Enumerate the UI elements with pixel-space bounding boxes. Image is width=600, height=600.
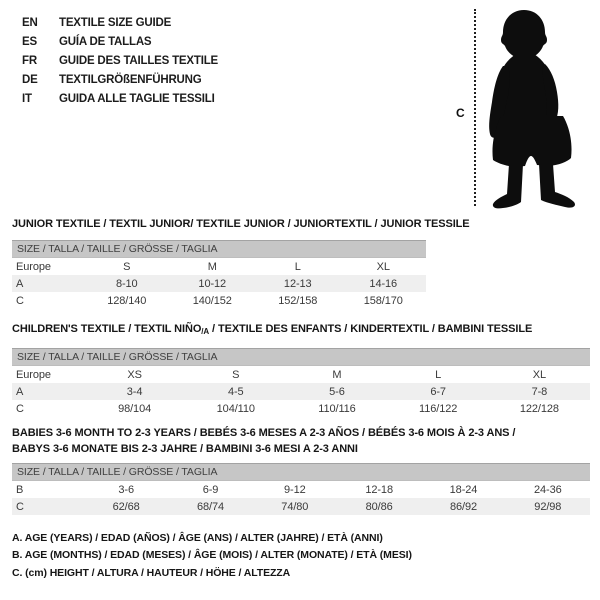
title-subscript: /A xyxy=(201,327,210,336)
language-code: ES xyxy=(22,35,37,48)
table-row: A 8-10 10-12 12-13 14-16 xyxy=(12,275,426,292)
language-code: FR xyxy=(22,54,37,67)
size-cell: 12-13 xyxy=(283,277,312,290)
size-cell: XL xyxy=(376,260,390,273)
language-code: EN xyxy=(22,16,38,29)
size-cell: XL xyxy=(532,368,546,381)
size-cell: 5-6 xyxy=(329,385,345,398)
table-row: C 62/68 68/74 74/80 80/86 86/92 92/98 xyxy=(12,498,590,515)
height-measure-label: C xyxy=(456,106,465,120)
size-cell: 6-7 xyxy=(430,385,446,398)
size-cell: M xyxy=(332,368,342,381)
row-label: A xyxy=(16,277,24,290)
row-label: Europe xyxy=(16,368,51,381)
title-text: CHILDREN'S TEXTILE / TEXTIL NIÑO xyxy=(12,323,202,335)
size-cell: M xyxy=(207,260,217,273)
language-code: DE xyxy=(22,73,38,86)
size-cell: 98/104 xyxy=(118,402,152,415)
title-text: / TEXTILE DES ENFANTS / KINDERTEXTIL / B… xyxy=(209,323,533,335)
language-row: EN TEXTILE SIZE GUIDE xyxy=(22,13,218,32)
footnote-line-b: B. AGE (MONTHS) / EDAD (MESES) / ÂGE (MO… xyxy=(12,549,412,562)
babies-title-line1: BABIES 3-6 MONTH TO 2-3 YEARS / BEBÉS 3-… xyxy=(12,427,516,439)
footnote-line-c: C. (cm) HEIGHT / ALTURA / HAUTEUR / HÖHE… xyxy=(12,566,291,579)
size-cell: 110/116 xyxy=(318,402,356,415)
children-table-section: CHILDREN'S TEXTILE / TEXTIL NIÑO/A / TEX… xyxy=(12,321,590,417)
language-title: TEXTILE SIZE GUIDE xyxy=(59,16,172,29)
row-label: Europe xyxy=(16,260,51,273)
size-cell: 74/80 xyxy=(281,500,309,513)
table-row: B 3-6 6-9 9-12 12-18 18-24 24-36 xyxy=(12,481,590,498)
language-title: GUÍA DE TALLAS xyxy=(59,35,152,48)
size-cell: 3-6 xyxy=(118,483,134,496)
table-row: C 128/140 140/152 152/158 158/170 xyxy=(12,292,426,309)
size-cell: 62/68 xyxy=(112,500,140,513)
toddler-silhouette-icon xyxy=(489,10,575,209)
size-cell: 9-12 xyxy=(284,483,306,496)
babies-size-table: B 3-6 6-9 9-12 12-18 18-24 24-36 C 62/68… xyxy=(12,481,590,515)
size-cell: 7-8 xyxy=(531,385,548,398)
size-cell: 12-18 xyxy=(365,483,393,496)
language-title-list: EN TEXTILE SIZE GUIDE ES GUÍA DE TALLAS … xyxy=(22,13,218,108)
babies-table-section: BABIES 3-6 MONTH TO 2-3 YEARS / BEBÉS 3-… xyxy=(12,425,590,515)
footnote-line-a: A. AGE (YEARS) / EDAD (AÑOS) / ÂGE (ANS)… xyxy=(12,532,383,544)
junior-table-title: JUNIOR TEXTILE / TEXTIL JUNIOR/ TEXTILE … xyxy=(12,218,470,230)
table-row: Europe S M L XL xyxy=(12,258,426,275)
size-header-bar: SIZE / TALLA / TAILLE / GRÖSSE / TAGLIA xyxy=(12,240,426,258)
language-row: IT GUIDA ALLE TAGLIE TESSILI xyxy=(22,89,218,108)
junior-size-table: Europe S M L XL A 8-10 10-12 12-13 14-16… xyxy=(12,258,426,309)
size-cell: 152/158 xyxy=(278,294,318,307)
children-size-table: Europe XS S M L XL A 3-4 4-5 5-6 6-7 7-8… xyxy=(12,366,590,417)
table-row: A 3-4 4-5 5-6 6-7 7-8 xyxy=(12,383,590,400)
size-cell: 122/128 xyxy=(519,402,559,415)
language-row: ES GUÍA DE TALLAS xyxy=(22,32,218,51)
row-label: A xyxy=(16,385,24,398)
size-cell: 116/122 xyxy=(419,402,458,415)
size-cell: 4-5 xyxy=(227,385,244,398)
size-cell: 80/86 xyxy=(365,500,393,513)
size-cell: 8-10 xyxy=(115,277,138,290)
table-row: C 98/104 104/110 110/116 116/122 122/128 xyxy=(12,400,590,417)
size-cell: 3-4 xyxy=(126,385,143,398)
size-cell: 158/170 xyxy=(363,294,403,307)
size-cell: S xyxy=(123,260,131,273)
language-row: FR GUIDE DES TAILLES TEXTILE xyxy=(22,51,218,70)
babies-title-line2: BABYS 3-6 MONATE BIS 2-3 JAHRE / BAMBINI… xyxy=(12,443,358,455)
size-cell: 6-9 xyxy=(202,483,219,496)
language-title: GUIDA ALLE TAGLIE TESSILI xyxy=(59,92,215,105)
size-cell: 10-12 xyxy=(198,277,227,290)
language-title: TEXTILGRÖßENFÜHRUNG xyxy=(59,73,202,86)
language-code: IT xyxy=(22,92,32,105)
size-header-bar: SIZE / TALLA / TAILLE / GRÖSSE / TAGLIA xyxy=(12,348,590,366)
size-cell: 18-24 xyxy=(449,483,478,496)
row-label: C xyxy=(16,294,24,307)
language-row: DE TEXTILGRÖßENFÜHRUNG xyxy=(22,70,218,89)
language-title: GUIDE DES TAILLES TEXTILE xyxy=(59,54,218,67)
footnotes: A. AGE (YEARS) / EDAD (AÑOS) / ÂGE (ANS)… xyxy=(12,530,412,582)
size-cell: 128/140 xyxy=(107,294,147,307)
size-cell: 92/98 xyxy=(534,500,562,513)
row-label: C xyxy=(16,402,24,415)
size-cell: L xyxy=(294,260,301,273)
height-measure-line xyxy=(474,9,476,206)
size-cell: L xyxy=(435,368,442,381)
size-cell: 140/152 xyxy=(192,294,232,307)
junior-table-section: JUNIOR TEXTILE / TEXTIL JUNIOR/ TEXTILE … xyxy=(12,216,470,309)
row-label: B xyxy=(16,483,24,496)
children-table-title: CHILDREN'S TEXTILE / TEXTIL NIÑO/A / TEX… xyxy=(12,321,590,340)
size-cell: 14-16 xyxy=(369,277,398,290)
babies-table-title: BABIES 3-6 MONTH TO 2-3 YEARS / BEBÉS 3-… xyxy=(12,425,590,457)
size-cell: 24-36 xyxy=(534,483,562,496)
size-cell: 86/92 xyxy=(449,500,477,513)
size-cell: 104/110 xyxy=(216,402,255,415)
size-cell: S xyxy=(232,368,240,381)
size-cell: 68/74 xyxy=(196,500,224,513)
size-header-bar: SIZE / TALLA / TAILLE / GRÖSSE / TAGLIA xyxy=(12,463,590,481)
row-label: C xyxy=(16,500,24,513)
table-row: Europe XS S M L XL xyxy=(12,366,590,383)
size-cell: XS xyxy=(127,368,142,381)
